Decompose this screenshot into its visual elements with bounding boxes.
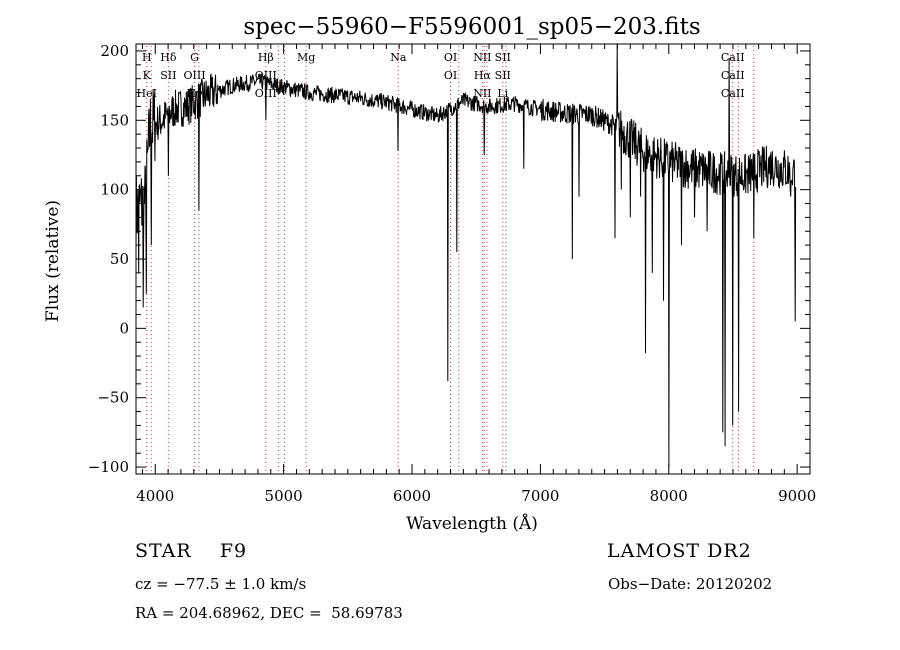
line-label: Hδ	[160, 51, 177, 64]
survey-label: LAMOST DR2	[607, 540, 752, 562]
line-label: OI	[444, 69, 457, 82]
line-label: SII	[160, 69, 176, 82]
observation-date: Obs−Date: 20120202	[608, 575, 773, 593]
line-label: G	[190, 51, 199, 64]
line-label: K	[143, 69, 152, 82]
x-tick-label: 4000	[136, 487, 174, 505]
axis-ticks	[136, 44, 810, 474]
line-label: HeI	[137, 87, 157, 100]
object-class: STAR F9	[135, 540, 247, 562]
redshift-velocity: cz = −77.5 ± 1.0 km/s	[135, 575, 307, 593]
chart-title: spec−55960−F5596001_sp05−203.fits	[243, 14, 700, 40]
x-tick-label: 8000	[650, 487, 688, 505]
x-tick-label: 5000	[265, 487, 303, 505]
line-label: OI	[444, 51, 457, 64]
spectrum-line	[135, 43, 797, 468]
line-label: SII	[495, 51, 511, 64]
line-label: Na	[390, 51, 407, 64]
y-tick-label: 0	[119, 319, 129, 337]
line-label: CaII	[721, 87, 745, 100]
x-tick-label: 6000	[393, 487, 431, 505]
y-tick-label: 200	[100, 42, 129, 60]
coordinates: RA = 204.68962, DEC = 58.69783	[135, 604, 403, 622]
line-label: Li	[497, 87, 508, 100]
line-label: OIII	[184, 69, 206, 82]
line-label: NII	[473, 51, 491, 64]
y-tick-label: −100	[88, 458, 129, 476]
line-label: SII	[495, 69, 511, 82]
y-tick-label: 100	[100, 181, 129, 199]
y-tick-label: 50	[110, 250, 129, 268]
y-tick-label: 150	[100, 111, 129, 129]
x-tick-label: 9000	[778, 487, 816, 505]
line-label: CaII	[721, 69, 745, 82]
y-tick-label: −50	[97, 389, 129, 407]
x-tick-labels: 4000 5000 6000 7000 8000 9000	[136, 487, 816, 505]
y-axis-label: Flux (relative)	[43, 200, 63, 322]
y-tick-labels: −100 −50 0 50 100 150 200	[88, 42, 129, 476]
line-label: Mg	[297, 51, 315, 64]
x-tick-label: 7000	[521, 487, 559, 505]
line-label: Hα	[474, 69, 492, 82]
line-label: CaII	[721, 51, 745, 64]
subclass-label: F9	[219, 540, 248, 562]
line-label: H	[142, 51, 152, 64]
x-axis-label: Wavelength (Å)	[406, 513, 538, 534]
class-label: STAR	[135, 540, 192, 562]
line-label: Hβ	[258, 51, 274, 64]
line-label: NII	[473, 87, 491, 100]
